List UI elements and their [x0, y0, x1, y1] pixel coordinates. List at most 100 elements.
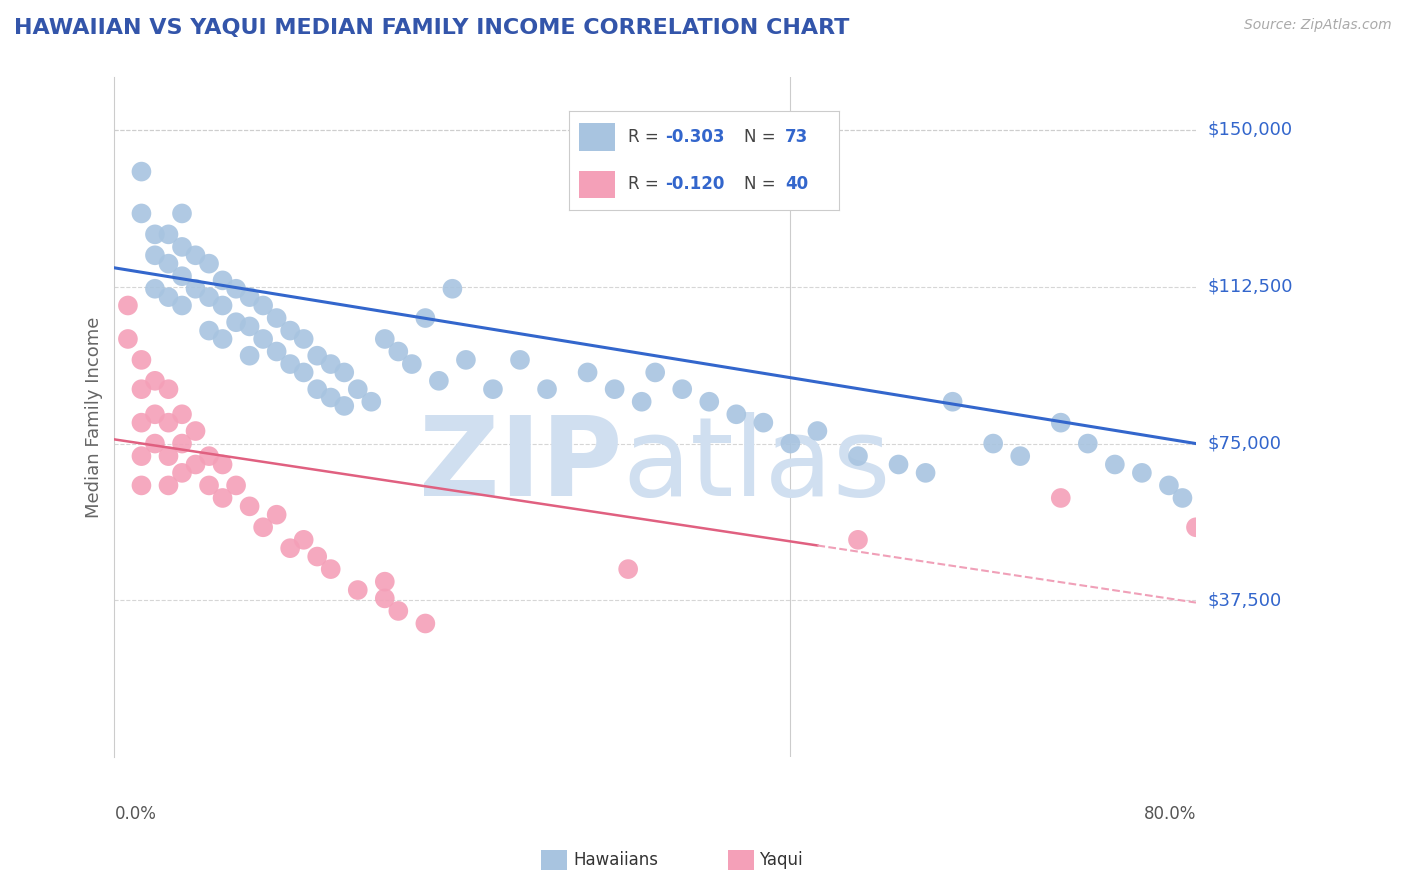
Point [225, 315, 247, 329]
Point [239, 500, 262, 514]
Point [401, 357, 423, 371]
Point [603, 382, 626, 396]
Point [887, 458, 910, 472]
Point [184, 424, 207, 438]
Point [387, 344, 409, 359]
Point [131, 164, 153, 178]
Point [697, 394, 720, 409]
Point [157, 227, 180, 242]
Point [225, 282, 247, 296]
Point [198, 290, 221, 304]
Point [307, 549, 329, 564]
Point [157, 449, 180, 463]
Point [630, 394, 652, 409]
Point [319, 391, 342, 405]
Point [319, 357, 342, 371]
Point [292, 366, 315, 380]
Point [346, 382, 368, 396]
Text: HAWAIIAN VS YAQUI MEDIAN FAMILY INCOME CORRELATION CHART: HAWAIIAN VS YAQUI MEDIAN FAMILY INCOME C… [14, 18, 849, 37]
Point [117, 298, 139, 312]
Point [211, 298, 233, 312]
Point [374, 591, 396, 606]
Point [170, 240, 193, 254]
Point [239, 290, 262, 304]
Point [307, 382, 329, 396]
Point [441, 282, 464, 296]
Point [184, 458, 207, 472]
Point [157, 416, 180, 430]
Point [914, 466, 936, 480]
Point [157, 382, 180, 396]
Y-axis label: Median Family Income: Median Family Income [86, 317, 103, 518]
Point [278, 357, 301, 371]
Point [198, 449, 221, 463]
Point [981, 436, 1004, 450]
Point [846, 533, 869, 547]
Point [252, 332, 274, 346]
Point [752, 416, 775, 430]
Point [143, 436, 166, 450]
Point [671, 382, 693, 396]
Point [198, 257, 221, 271]
Point [266, 311, 288, 326]
Point [157, 478, 180, 492]
Text: 0.0%: 0.0% [114, 805, 156, 823]
Point [1130, 466, 1153, 480]
Text: $150,000: $150,000 [1208, 120, 1292, 139]
Point [239, 319, 262, 334]
Text: 80.0%: 80.0% [1143, 805, 1197, 823]
Point [1049, 416, 1071, 430]
Point [725, 407, 748, 421]
Point [482, 382, 505, 396]
Point [536, 382, 558, 396]
Point [1157, 478, 1180, 492]
Point [1010, 449, 1032, 463]
Point [1049, 491, 1071, 505]
Point [415, 616, 437, 631]
Point [319, 562, 342, 576]
Point [157, 290, 180, 304]
Point [779, 436, 801, 450]
Text: atlas: atlas [623, 411, 891, 518]
Point [292, 533, 315, 547]
Point [170, 407, 193, 421]
Text: Hawaiians: Hawaiians [574, 851, 658, 869]
Point [266, 508, 288, 522]
Point [131, 382, 153, 396]
Point [131, 416, 153, 430]
Point [278, 541, 301, 556]
Point [157, 257, 180, 271]
Point [143, 374, 166, 388]
Point [806, 424, 828, 438]
Text: ZIP: ZIP [419, 411, 623, 518]
Point [374, 332, 396, 346]
Point [278, 324, 301, 338]
Point [576, 366, 599, 380]
Point [1185, 520, 1208, 534]
Point [374, 574, 396, 589]
Point [333, 366, 356, 380]
Point [1077, 436, 1099, 450]
Point [170, 269, 193, 284]
Point [184, 282, 207, 296]
Point [131, 206, 153, 220]
Point [211, 273, 233, 287]
Point [117, 332, 139, 346]
Point [427, 374, 450, 388]
Text: Yaqui: Yaqui [759, 851, 803, 869]
Point [387, 604, 409, 618]
Point [225, 478, 247, 492]
Point [644, 366, 666, 380]
Point [211, 332, 233, 346]
Point [415, 311, 437, 326]
Point [1104, 458, 1126, 472]
Point [143, 248, 166, 262]
Point [454, 352, 477, 367]
Text: $37,500: $37,500 [1208, 591, 1281, 609]
Point [198, 324, 221, 338]
Point [131, 449, 153, 463]
Point [292, 332, 315, 346]
Point [252, 520, 274, 534]
Point [131, 352, 153, 367]
Point [509, 352, 531, 367]
